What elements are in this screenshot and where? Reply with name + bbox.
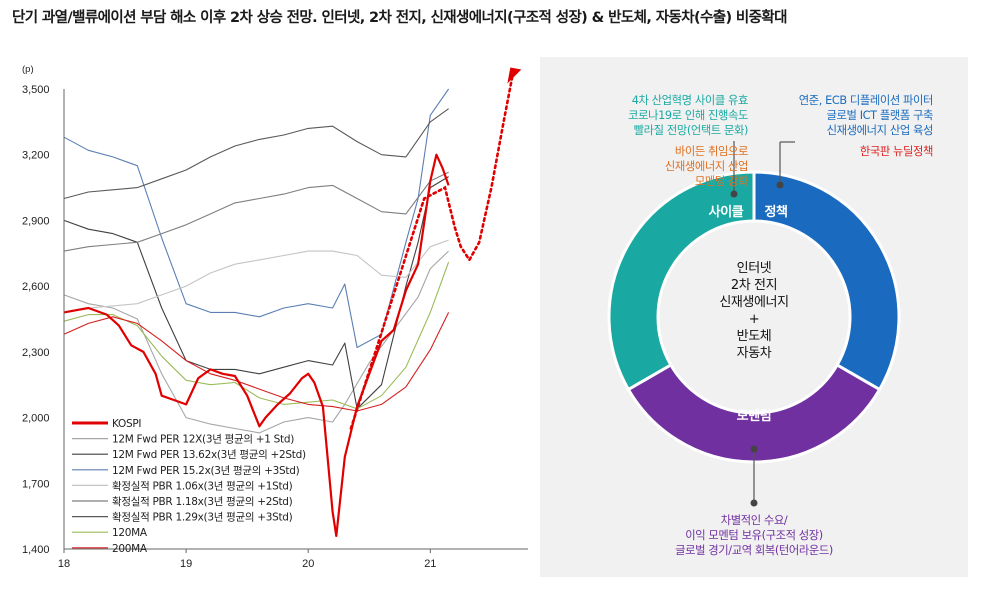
- momentum-connector-dot-top: [750, 445, 758, 453]
- segment-label-cycle: 사이클: [708, 205, 744, 220]
- center-line-2: 2차 전지: [730, 278, 778, 293]
- legend-label: 확정실적 PBR 1.29x(3년 평균의 +3Std): [112, 511, 293, 524]
- cycle-text-4: 바이든 취임으로: [674, 145, 749, 158]
- y-tick-label: 1,700: [22, 478, 50, 490]
- legend-label: 12M Fwd PER 12X(3년 평균의 +1 Std): [112, 434, 294, 446]
- momentum-text-2: 이익 모멘텀 보유(구조적 성장): [685, 529, 823, 542]
- series-line: [63, 239, 449, 313]
- policy-text-1: 연준, ECB 디플레이션 파이터: [798, 94, 934, 107]
- cycle-text-2: 코로나19로 인해 진행속도: [628, 109, 748, 122]
- legend-label: 확정실적 PBR 1.18x(3년 평균의 +2Std): [112, 495, 293, 508]
- y-tick-label: 2,300: [22, 347, 50, 359]
- policy-text-3: 신재생에너지 산업 육성: [826, 124, 934, 137]
- momentum-connector-dot-bottom: [750, 499, 758, 507]
- series-line: [63, 153, 450, 538]
- donut-center-text: 인터넷 2차 전지 신재생에너지 + 반도체 자동차: [674, 260, 834, 362]
- legend-label: KOSPI: [112, 418, 141, 430]
- x-tick-label: 20: [302, 558, 314, 570]
- y-tick-label: 2,900: [22, 215, 50, 227]
- legend-label: 12M Fwd PER 13.62x(3년 평균의 +2Std): [112, 449, 306, 461]
- donut-panel: 4차 산업혁명 사이클 유효 코로나19로 인해 진행속도 빨라질 전망(언택트…: [540, 57, 968, 577]
- series-line: [63, 250, 449, 434]
- center-line-6: 자동차: [736, 346, 772, 361]
- forecast-dotted-line: [349, 70, 515, 430]
- x-tick-label: 19: [180, 558, 192, 570]
- momentum-callout: 차별적인 수요/ 이익 모멘텀 보유(구조적 성장) 글로벌 경기/교역 회복(…: [624, 513, 884, 558]
- center-line-1: 인터넷: [736, 261, 772, 276]
- line-chart: 3,500 3,200 2,900 2,600 2,300 2,000 1,700 1,400…: [22, 64, 528, 570]
- center-line-3: 신재생에너지: [719, 295, 789, 310]
- policy-text-4: 한국판 뉴딜정책: [859, 145, 934, 158]
- series-line: [63, 108, 449, 200]
- momentum-text-3: 글로벌 경기/교역 회복(턴어라운드): [675, 544, 833, 557]
- forecast-arrowhead: [507, 67, 522, 84]
- cycle-connector-dot: [730, 190, 738, 198]
- legend-label: 12M Fwd PER 15.2x(3년 평균의 +3Std): [112, 465, 300, 477]
- y-tick-label: 3,500: [22, 84, 50, 96]
- donut-segment: [626, 362, 882, 464]
- series-line: [63, 171, 449, 252]
- donut-chart: [607, 141, 901, 507]
- legend-label: 120MA: [112, 527, 148, 539]
- cycle-text-5: 신재생에너지 산업: [664, 160, 749, 173]
- cycle-text-6: 모멘텀 강화: [694, 175, 749, 188]
- page-title: 단기 과열/밸류에이션 부담 해소 이후 2차 상승 전망. 인터넷, 2차 전…: [12, 10, 787, 26]
- y-tick-label: 1,400: [22, 544, 50, 556]
- x-tick-label: 18: [58, 558, 70, 570]
- cycle-callout: 4차 산업혁명 사이클 유효 코로나19로 인해 진행속도 빨라질 전망(언택트…: [550, 93, 748, 189]
- series-line: [63, 261, 450, 410]
- center-line-5: 반도체: [736, 329, 772, 344]
- legend-label: 확정실적 PBR 1.06x(3년 평균의 +1Std): [112, 479, 293, 492]
- y-unit-label: (p): [22, 64, 34, 75]
- series-line: [63, 88, 450, 349]
- y-tick-label: 3,200: [22, 150, 50, 162]
- cycle-text-3: 빨라질 전망(언택트 문화): [633, 124, 749, 137]
- policy-text-2: 글로벌 ICT 플랫폼 구축: [826, 109, 934, 122]
- donut-segment: [752, 170, 901, 392]
- segment-label-policy: 정책: [764, 205, 788, 220]
- segment-label-momentum: 모멘텀: [736, 409, 772, 424]
- plot-area: [64, 89, 528, 549]
- y-tick-label: 2,600: [22, 281, 50, 293]
- x-tick-label: 21: [424, 558, 436, 570]
- chart-legend: KOSPI 12M Fwd PER 12X(3년 평균의 +1 Std) 12M F…: [72, 418, 306, 555]
- chart-axes: 3,500 3,200 2,900 2,600 2,300 2,000 1,700 1,400…: [22, 64, 528, 570]
- policy-connector-dot: [776, 181, 784, 189]
- y-tick-label: 2,000: [22, 413, 50, 425]
- chart-series: [63, 67, 522, 538]
- center-line-4: +: [748, 312, 760, 327]
- policy-callout: 연준, ECB 디플레이션 파이터 글로벌 ICT 플랫폼 구축 신재생에너지 …: [750, 93, 934, 159]
- series-line: [63, 312, 450, 412]
- donut-segment: [607, 170, 756, 392]
- cycle-text-1: 4차 산업혁명 사이클 유효: [631, 94, 749, 107]
- legend-label: 200MA: [112, 543, 148, 555]
- momentum-text-1: 차별적인 수요/: [720, 514, 788, 527]
